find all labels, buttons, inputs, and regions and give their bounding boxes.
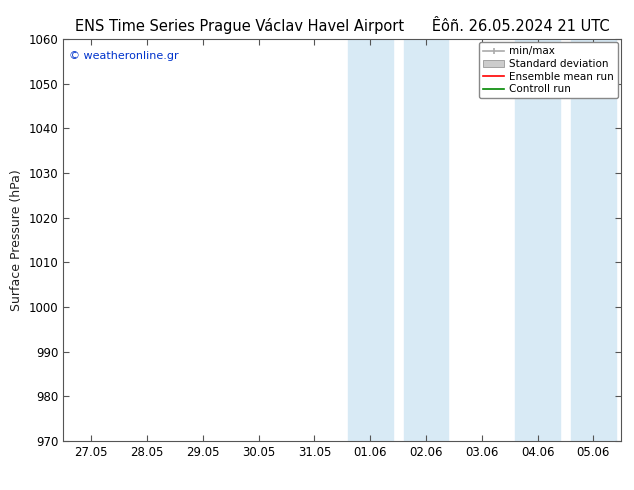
Text: © weatheronline.gr: © weatheronline.gr [69, 51, 179, 61]
Bar [571, 39, 616, 441]
Bar [404, 39, 448, 441]
Bar [515, 39, 560, 441]
Legend: min/max, Standard deviation, Ensemble mean run, Controll run: min/max, Standard deviation, Ensemble me… [479, 42, 618, 98]
Bar [348, 39, 392, 441]
Y-axis label: Surface Pressure (hPa): Surface Pressure (hPa) [10, 169, 23, 311]
Title: ENS Time Series Prague Václav Havel Airport      Êôñ. 26.05.2024 21 UTC: ENS Time Series Prague Václav Havel Airp… [75, 16, 610, 34]
